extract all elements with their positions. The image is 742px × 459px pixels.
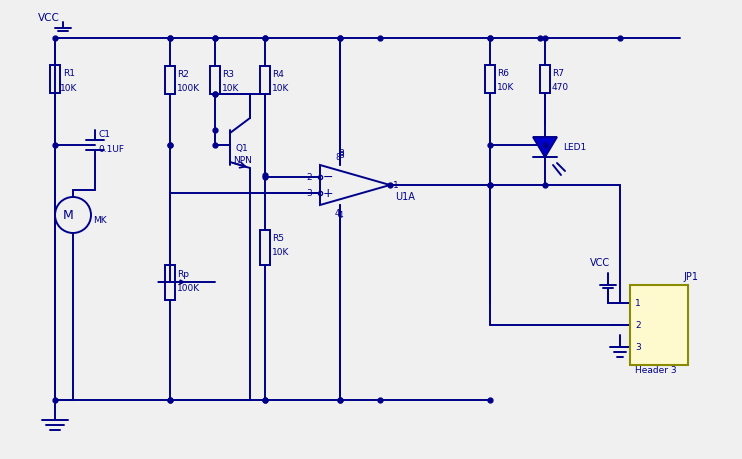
Text: M: M [62,208,73,222]
Text: Rp: Rp [177,269,189,279]
Text: 10K: 10K [60,84,77,93]
Bar [50,65,60,93]
Text: 3: 3 [306,189,312,197]
Text: R4: R4 [272,69,284,78]
Text: R7: R7 [552,68,564,78]
Text: 100K: 100K [177,84,200,93]
Text: Header 3: Header 3 [635,365,677,375]
Text: U1A: U1A [395,192,415,202]
Text: R2: R2 [177,69,189,78]
Text: 8: 8 [338,151,344,159]
Text: 10K: 10K [222,84,240,93]
Text: −: − [323,170,333,184]
Text: R3: R3 [222,69,234,78]
Text: 3: 3 [635,342,641,352]
Text: 10K: 10K [272,247,289,257]
Text: 4: 4 [335,208,341,218]
Text: NPN: NPN [233,156,252,164]
Polygon shape [533,137,557,157]
Text: 2: 2 [306,173,312,181]
Text: 8: 8 [338,149,344,157]
Text: 2: 2 [635,320,640,330]
Bar [165,265,175,300]
Text: 4: 4 [338,211,344,219]
Text: C1: C1 [98,129,110,139]
Text: JP1: JP1 [683,272,698,282]
Text: 10K: 10K [497,83,514,91]
Text: +: + [323,186,333,200]
Bar [165,66,175,94]
Bar [260,66,270,94]
FancyArrow shape [158,280,184,284]
Text: R1: R1 [63,68,75,78]
Text: Q1: Q1 [235,144,248,152]
Text: VCC: VCC [590,258,610,268]
Text: 0.1UF: 0.1UF [98,145,124,153]
Text: 8: 8 [335,152,341,162]
Text: 1: 1 [635,298,641,308]
Text: R6: R6 [497,68,509,78]
Text: 10K: 10K [272,84,289,93]
Bar [485,65,495,93]
Bar [260,230,270,265]
Text: 1: 1 [393,180,398,190]
Text: LED1: LED1 [563,142,586,151]
Text: R5: R5 [272,234,284,242]
Text: VCC: VCC [38,13,60,23]
Text: 100K: 100K [177,284,200,292]
Text: MK: MK [93,215,107,224]
Text: 470: 470 [552,83,569,91]
Bar [210,66,220,94]
FancyBboxPatch shape [630,285,688,365]
Bar [540,65,550,93]
